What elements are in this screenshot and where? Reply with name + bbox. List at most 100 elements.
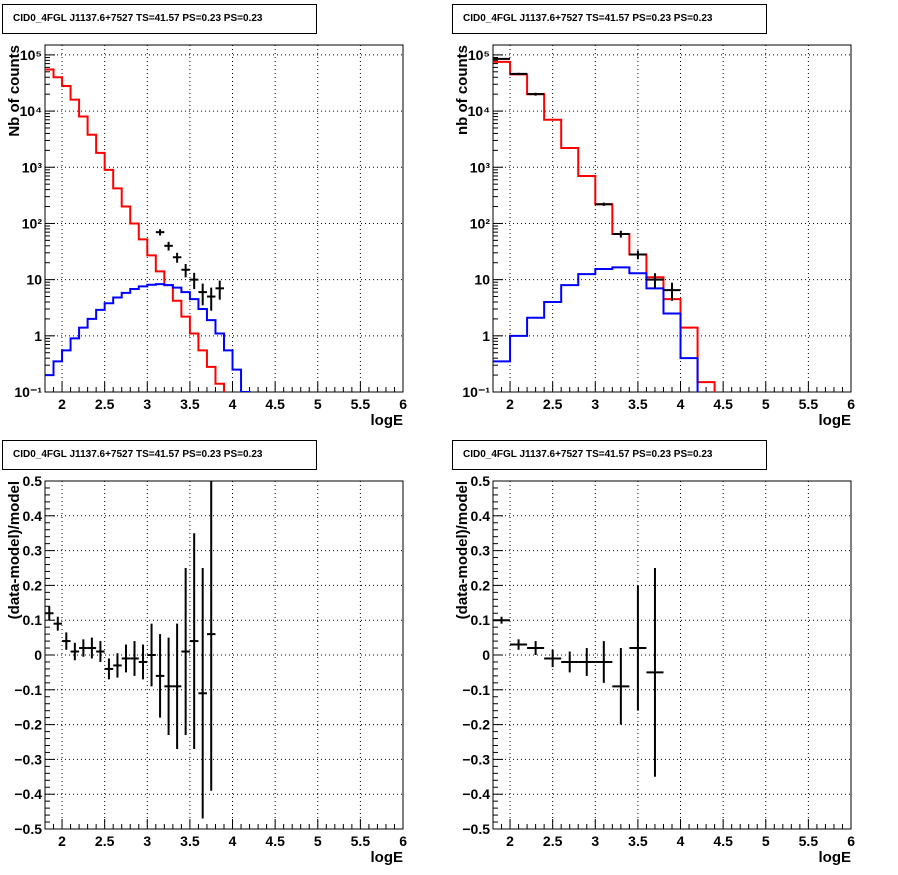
data-point xyxy=(612,648,630,725)
plot-panel-3 xyxy=(44,480,404,830)
data-point xyxy=(79,639,88,657)
data-point xyxy=(164,637,173,736)
x-tick-label: 4.5 xyxy=(713,833,733,849)
data-point xyxy=(612,230,630,238)
histogram-series-1 xyxy=(45,68,225,392)
x-tick-label: 3 xyxy=(143,396,151,412)
x-tick-label: 3 xyxy=(591,833,599,849)
y-tick-label: 1 xyxy=(34,328,42,344)
y-tick-label: −0.4 xyxy=(462,786,490,802)
histogram-series-2 xyxy=(45,283,251,392)
x-tick-label: 4 xyxy=(229,396,237,412)
histogram-series-1 xyxy=(493,60,716,392)
y-tick-label: −0.2 xyxy=(462,717,490,733)
chart-title: CID0_4FGL J1137.6+7527 TS=41.57 PS=0.23 … xyxy=(2,440,317,470)
data-point xyxy=(113,653,122,678)
y-tick-label: 0.5 xyxy=(471,473,491,489)
y-tick-label: 0.5 xyxy=(23,473,43,489)
data-point xyxy=(663,282,681,301)
data-point xyxy=(147,623,156,687)
x-tick-label: 2 xyxy=(58,396,66,412)
x-tick-label: 6 xyxy=(847,396,855,412)
x-tick-label: 6 xyxy=(399,833,407,849)
data-point xyxy=(527,92,545,96)
y-tick-label: −0.3 xyxy=(14,751,42,767)
x-tick-label: 2 xyxy=(58,833,66,849)
y-tick-label: 10⁴ xyxy=(468,103,491,119)
x-tick-label: 2 xyxy=(506,396,514,412)
x-tick-label: 4.5 xyxy=(265,396,285,412)
data-point xyxy=(510,639,528,650)
data-point xyxy=(527,641,545,655)
y-tick-label: 0.4 xyxy=(471,508,491,524)
y-axis-label: nb of counts xyxy=(454,45,471,135)
data-point xyxy=(595,202,613,206)
y-tick-label: 10² xyxy=(470,215,491,231)
x-axis-label: logE xyxy=(371,412,404,429)
y-tick-label: 1 xyxy=(482,328,490,344)
y-tick-label: 0.1 xyxy=(23,612,43,628)
y-tick-label: 10³ xyxy=(470,159,491,175)
x-tick-label: 5.5 xyxy=(351,833,371,849)
chart-title: CID0_4FGL J1137.6+7527 TS=41.57 PS=0.23 … xyxy=(452,4,767,34)
x-tick-label: 5 xyxy=(314,396,322,412)
y-tick-label: 10⁵ xyxy=(468,47,490,63)
data-point xyxy=(578,648,596,676)
plot-panel-4 xyxy=(492,480,852,830)
data-point xyxy=(198,283,207,306)
data-point xyxy=(104,658,114,680)
y-axis-label: Nb of counts xyxy=(6,45,23,137)
y-tick-label: −0.2 xyxy=(14,717,42,733)
y-tick-label: 0.3 xyxy=(23,543,43,559)
data-point xyxy=(164,241,173,251)
series-group xyxy=(493,57,716,392)
data-point xyxy=(544,649,562,668)
y-tick-label: −0.1 xyxy=(462,682,490,698)
data-point xyxy=(121,644,131,673)
x-tick-label: 2.5 xyxy=(95,396,115,412)
y-tick-label: −0.5 xyxy=(462,821,490,837)
y-tick-label: −0.1 xyxy=(14,682,42,698)
data-point xyxy=(130,641,139,676)
y-tick-label: 0.4 xyxy=(23,508,43,524)
y-tick-label: 0.1 xyxy=(471,612,491,628)
y-tick-label: −0.5 xyxy=(14,821,42,837)
data-point xyxy=(53,616,63,631)
chart-title: CID0_4FGL J1137.6+7527 TS=41.57 PS=0.23 … xyxy=(2,4,317,34)
x-tick-label: 2.5 xyxy=(543,396,563,412)
x-tick-label: 6 xyxy=(399,396,407,412)
data-point xyxy=(155,634,165,718)
data-point xyxy=(87,637,97,659)
y-tick-label: 10 xyxy=(26,272,42,288)
data-point xyxy=(198,568,207,819)
data-point xyxy=(493,57,511,60)
x-tick-label: 3.5 xyxy=(628,833,648,849)
y-tick-label: 10⁵ xyxy=(20,47,42,63)
x-tick-label: 3 xyxy=(591,396,599,412)
x-tick-label: 3 xyxy=(143,833,151,849)
histogram-series-2 xyxy=(493,266,699,392)
x-tick-label: 5.5 xyxy=(799,833,819,849)
x-tick-label: 3.5 xyxy=(180,396,200,412)
data-point xyxy=(493,616,511,624)
chart-title: CID0_4FGL J1137.6+7527 TS=41.57 PS=0.23 … xyxy=(452,440,767,470)
series-group xyxy=(493,568,664,777)
data-point xyxy=(561,651,579,673)
x-tick-label: 6 xyxy=(847,833,855,849)
data-point xyxy=(62,632,71,650)
data-point xyxy=(646,568,664,777)
data-point xyxy=(181,263,190,278)
y-tick-label: 10⁻¹ xyxy=(14,384,42,400)
x-tick-label: 4 xyxy=(677,396,685,412)
data-point xyxy=(138,644,148,680)
data-point xyxy=(595,641,613,683)
y-tick-label: 0.2 xyxy=(471,577,491,593)
y-tick-label: 0.2 xyxy=(23,577,43,593)
x-tick-label: 3.5 xyxy=(180,833,200,849)
x-tick-label: 2.5 xyxy=(543,833,563,849)
data-point xyxy=(629,585,647,711)
x-tick-label: 3.5 xyxy=(628,396,648,412)
x-tick-label: 5 xyxy=(762,396,770,412)
x-tick-label: 5.5 xyxy=(799,396,819,412)
